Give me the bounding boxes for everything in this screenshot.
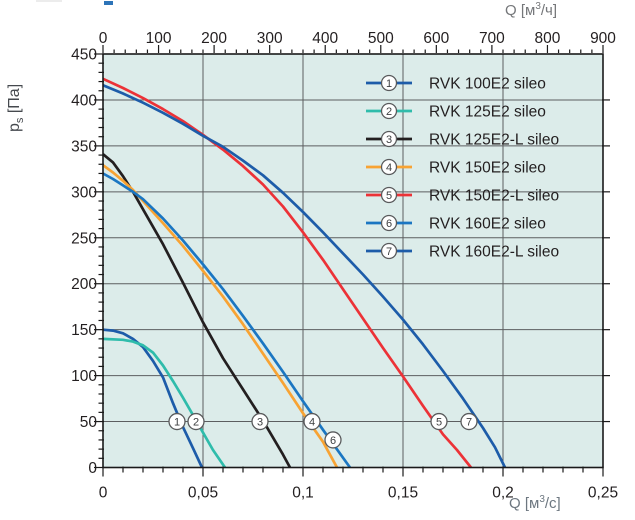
top-tick-label: 200	[201, 30, 227, 47]
legend-label: RVK 160E2 sileo	[429, 215, 546, 232]
curve-marker-circle-7	[460, 412, 478, 431]
curve-marker-number-4: 4	[309, 416, 315, 428]
left-tick-label: 250	[71, 230, 97, 247]
top-tick-label: 400	[312, 30, 338, 47]
curve-rvk-100e2-sileo	[102, 328, 204, 469]
curve-rvk-150e2-sileo	[102, 164, 339, 469]
clipped-text-fragment-left	[36, 0, 62, 2]
y-unit-sub: s	[14, 117, 27, 124]
legend-marker-number: 1	[386, 78, 392, 90]
legend-marker-circle	[380, 74, 398, 92]
top-axis-unit-label: Q [м3/ч]	[505, 1, 558, 20]
legend-marker-circle	[380, 214, 398, 232]
legend-marker-circle	[380, 186, 398, 204]
legend-item-3: 3 RVK 125E2-L sileo	[366, 130, 559, 148]
bottom-unit-sup: 3	[539, 494, 545, 505]
left-tick-label: 50	[80, 414, 98, 431]
legend: 1 RVK 100E2 sileo 2 RVK 125E2 sileo 3 RVK 125…	[366, 74, 559, 260]
legend-item-7: 7 RVK 160E2-L sileo	[366, 242, 559, 260]
bottom-tick-label: 0,2	[492, 485, 514, 502]
top-unit-post: /ч]	[540, 2, 558, 19]
left-tick-label: 100	[71, 368, 97, 385]
bottom-tick-label: 0	[99, 485, 108, 502]
top-tick-label: 900	[590, 30, 616, 47]
legend-label: RVK 150E2-L sileo	[429, 187, 559, 204]
left-tick-label: 400	[71, 92, 97, 109]
bottom-axis-unit-label: Q [м3/c]	[509, 494, 561, 513]
legend-item-5: 5 RVK 150E2-L sileo	[366, 186, 559, 204]
gridlines	[103, 54, 603, 468]
legend-label: RVK 160E2-L sileo	[429, 243, 559, 260]
left-tick-label: 300	[71, 184, 97, 201]
top-unit-sup: 3	[535, 1, 541, 12]
curve-marker-circle-5	[430, 412, 448, 431]
curves	[102, 77, 507, 469]
legend-item-1: 1 RVK 100E2 sileo	[366, 74, 546, 92]
legend-label: RVK 150E2 sileo	[429, 159, 546, 176]
legend-marker-circle	[380, 102, 398, 120]
axis-tick-labels: 0 100 200 300 400 500 600 700 800 900050100150200…	[71, 30, 618, 502]
left-tick-label: 350	[71, 138, 97, 155]
legend-label: RVK 125E2-L sileo	[429, 131, 559, 148]
curve-marker-circle-2	[187, 412, 205, 431]
curve-rvk-160e2-l-sileo	[102, 83, 507, 469]
curve-rvk-125e2-sileo	[102, 337, 227, 469]
y-axis-unit-label: ps [Па]	[6, 42, 27, 132]
top-tick-label: 700	[479, 30, 505, 47]
curve-marker-number-1: 1	[174, 416, 180, 428]
plot-frame	[102, 53, 604, 469]
legend-marker-circle	[380, 158, 398, 176]
curve-marker-number-6: 6	[330, 435, 336, 447]
legend-marker-circle	[380, 130, 398, 148]
curve-rvk-150e2-l-sileo	[102, 77, 473, 469]
top-tick-label: 500	[368, 30, 394, 47]
top-tick-label: 800	[535, 30, 561, 47]
legend-marker-number: 4	[386, 162, 392, 174]
y-unit-rest: [Па]	[6, 83, 23, 118]
clipped-text-fragment	[104, 1, 113, 5]
curve-marker-number-2: 2	[193, 416, 199, 428]
legend-item-4: 4 RVK 150E2 sileo	[366, 158, 546, 176]
left-tick-label: 0	[88, 460, 97, 477]
bottom-unit-pre: Q [м	[509, 495, 540, 512]
bottom-tick-label: 0,25	[588, 485, 618, 502]
bottom-tick-label: 0,1	[292, 485, 314, 502]
legend-label: RVK 125E2 sileo	[429, 103, 546, 120]
curve-marker-circle-6	[324, 431, 342, 449]
bottom-tick-label: 0,15	[388, 485, 418, 502]
curve-marker-number-7: 7	[466, 416, 472, 428]
legend-marker-circle	[380, 242, 398, 260]
bottom-tick-label: 0,05	[188, 485, 218, 502]
legend-item-6: 6 RVK 160E2 sileo	[366, 214, 546, 232]
axis-ticks	[94, 45, 610, 477]
legend-label: RVK 100E2 sileo	[429, 75, 546, 92]
bottom-unit-post: /c]	[544, 495, 561, 512]
curve-marker-circle-1	[168, 412, 186, 431]
top-tick-label: 0	[99, 30, 108, 47]
legend-item-2: 2 RVK 125E2 sileo	[366, 102, 546, 120]
top-tick-label: 600	[423, 30, 449, 47]
top-unit-pre: Q [м	[505, 2, 536, 19]
curve-marker-number-5: 5	[436, 416, 442, 428]
legend-marker-number: 5	[386, 190, 392, 202]
curve-markers: 1 2 3 4 5 6 7	[168, 412, 478, 449]
top-tick-label: 100	[146, 30, 172, 47]
y-unit-main: p	[6, 123, 23, 132]
legend-marker-number: 2	[386, 106, 392, 118]
curve-marker-circle-3	[251, 412, 269, 431]
left-tick-label: 450	[71, 47, 97, 64]
curve-marker-circle-4	[303, 412, 321, 431]
legend-marker-number: 6	[386, 218, 392, 230]
legend-marker-number: 7	[386, 246, 392, 258]
top-tick-label: 300	[257, 30, 283, 47]
left-tick-label: 200	[71, 276, 97, 293]
left-tick-label: 150	[71, 322, 97, 339]
curve-marker-number-3: 3	[257, 416, 263, 428]
curve-rvk-160e2-sileo	[102, 172, 352, 469]
legend-marker-number: 3	[386, 134, 392, 146]
